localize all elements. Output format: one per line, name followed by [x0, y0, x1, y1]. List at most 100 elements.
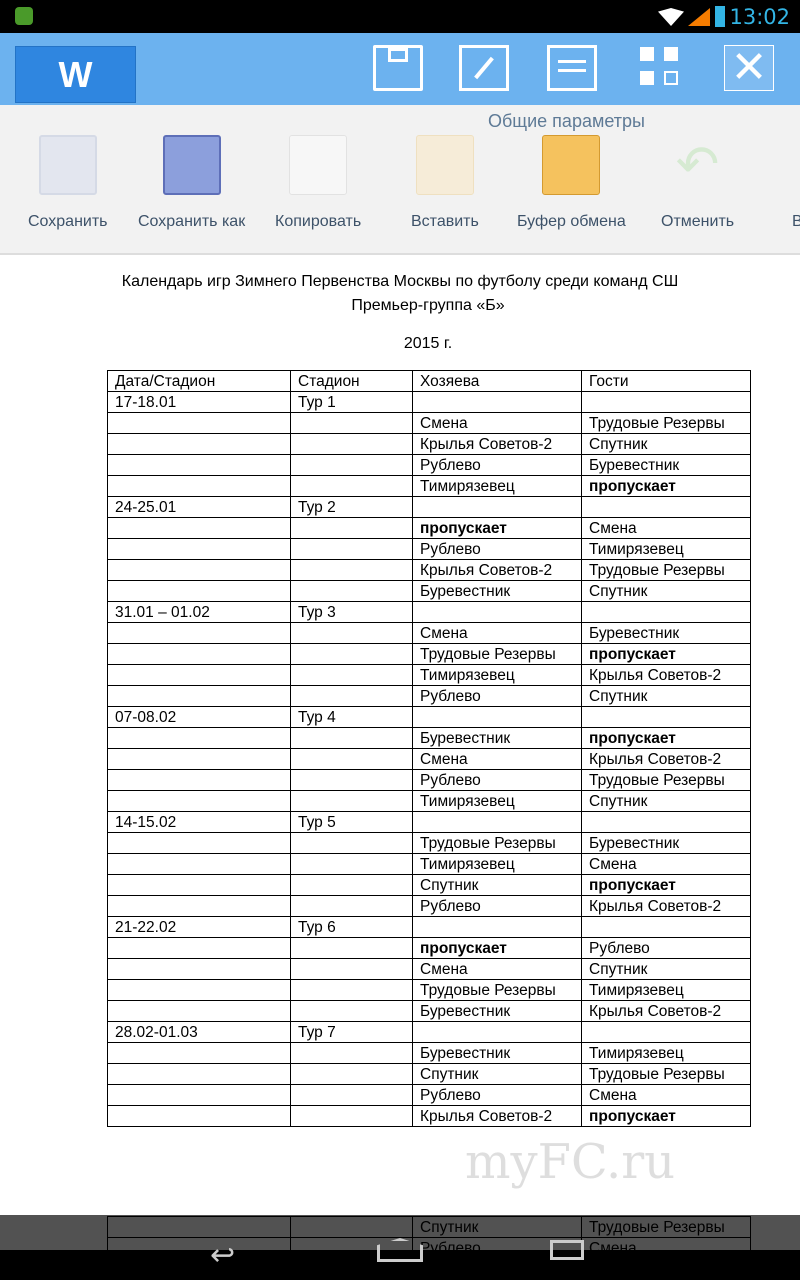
- table-cell: [290, 433, 413, 455]
- table-cell: [290, 622, 413, 644]
- battery-icon: [715, 6, 725, 27]
- table-row: 17-18.01 Тур 1: [107, 391, 751, 413]
- table-cell: Тур 7: [290, 1021, 413, 1043]
- table-cell: Смена: [581, 517, 751, 539]
- table-cell: [290, 895, 413, 917]
- table-row: Тимирязевец Смена: [107, 853, 751, 875]
- table-row: Спутник пропускает: [107, 874, 751, 896]
- clipboard-icon: [542, 135, 601, 195]
- table-cell: 07-08.02: [107, 706, 291, 728]
- table-row: 14-15.02 Тур 5: [107, 811, 751, 833]
- close-icon[interactable]: ✕: [724, 45, 774, 91]
- table-cell: [107, 1042, 291, 1064]
- table-cell: Буревестник: [412, 580, 582, 602]
- table-cell: Тимирязевец: [412, 853, 582, 875]
- table-cell: Тур 3: [290, 601, 413, 623]
- clipboard-button[interactable]: Буфер обмена: [517, 135, 626, 231]
- table-cell: Рублево: [412, 454, 582, 476]
- table-cell: Буревестник: [412, 1000, 582, 1022]
- copy-button[interactable]: Копировать: [275, 135, 361, 231]
- table-cell: [107, 958, 291, 980]
- edit-icon[interactable]: [459, 45, 509, 91]
- table-cell: [107, 433, 291, 455]
- table-cell: Гости: [581, 370, 751, 392]
- table-row: Трудовые Резервы Тимирязевец: [107, 979, 751, 1001]
- save-icon[interactable]: [373, 45, 423, 91]
- home-icon[interactable]: [377, 1238, 423, 1262]
- table-cell: [107, 475, 291, 497]
- undo-button[interactable]: ↶ Отменить: [661, 135, 734, 231]
- table-cell: [107, 412, 291, 434]
- table-cell: [290, 1084, 413, 1106]
- table-cell: пропускает: [412, 937, 582, 959]
- table-cell: [412, 496, 582, 518]
- table-cell: [290, 769, 413, 791]
- table-cell: Трудовые Резервы: [412, 832, 582, 854]
- table-cell: Трудовые Резервы: [581, 412, 751, 434]
- paste-button[interactable]: Вставить: [411, 135, 479, 231]
- table-cell: Спутник: [581, 433, 751, 455]
- more-button[interactable]: В: [792, 135, 800, 231]
- back-icon[interactable]: ↩: [210, 1239, 236, 1272]
- grid-icon[interactable]: [640, 47, 680, 89]
- app-logo-button[interactable]: W: [15, 46, 136, 103]
- table-row: пропускает Смена: [107, 517, 751, 539]
- table-row: Тимирязевец Крылья Советов-2: [107, 664, 751, 686]
- table-cell: Тур 1: [290, 391, 413, 413]
- table-cell: Тимирязевец: [412, 790, 582, 812]
- table-cell: [107, 559, 291, 581]
- table-cell: [107, 1000, 291, 1022]
- table-header-row: Дата/Стадион Стадион Хозяева Гости: [107, 370, 751, 392]
- table-cell: [290, 727, 413, 749]
- button-label: Сохранить: [28, 213, 108, 230]
- table-cell: Смена: [412, 958, 582, 980]
- undo-icon: ↶: [675, 136, 720, 194]
- table-cell: пропускает: [581, 643, 751, 665]
- table-cell: Крылья Советов-2: [412, 1105, 582, 1127]
- table-row: Тимирязевец пропускает: [107, 475, 751, 497]
- table-cell: 28.02-01.03: [107, 1021, 291, 1043]
- table-cell: [290, 580, 413, 602]
- table-cell: Крылья Советов-2: [412, 433, 582, 455]
- save-button[interactable]: Сохранить: [28, 135, 108, 231]
- list-icon[interactable]: [547, 45, 597, 91]
- table-cell: Трудовые Резервы: [581, 1063, 751, 1085]
- table-cell: [107, 769, 291, 791]
- table-cell: [107, 622, 291, 644]
- table-cell: Крылья Советов-2: [581, 748, 751, 770]
- document-title: Календарь игр Зимнего Первенства Москвы …: [121, 273, 679, 290]
- table-row: Трудовые Резервы пропускает: [107, 643, 751, 665]
- table-cell: 17-18.01: [107, 391, 291, 413]
- table-cell: 14-15.02: [107, 811, 291, 833]
- table-row: Рублево Буревестник: [107, 454, 751, 476]
- table-cell: Спутник: [581, 685, 751, 707]
- table-cell: [107, 979, 291, 1001]
- table-cell: Дата/Стадион: [107, 370, 291, 392]
- table-cell: Спутник: [581, 790, 751, 812]
- table-cell: Буревестник: [581, 832, 751, 854]
- table-cell: Трудовые Резервы: [581, 769, 751, 791]
- document-subtitle: Премьер-группа «Б»: [351, 297, 505, 314]
- table-cell: Спутник: [581, 958, 751, 980]
- table-cell: Смена: [412, 748, 582, 770]
- table-cell: [290, 475, 413, 497]
- save-as-icon: [162, 135, 221, 195]
- table-cell: Крылья Советов-2: [581, 664, 751, 686]
- table-cell: [581, 496, 751, 518]
- watermark: myFC.ru: [465, 1134, 676, 1190]
- table-cell: [290, 517, 413, 539]
- table-row: Рублево Тимирязевец: [107, 538, 751, 560]
- table-cell: Тимирязевец: [581, 538, 751, 560]
- table-cell: [107, 874, 291, 896]
- table-cell: Буревестник: [412, 1042, 582, 1064]
- table-cell: пропускает: [581, 874, 751, 896]
- table-cell: Буревестник: [581, 622, 751, 644]
- nav-bar: [0, 1250, 800, 1280]
- save-as-button[interactable]: Сохранить как: [138, 135, 245, 231]
- recent-apps-icon[interactable]: [550, 1240, 584, 1260]
- table-cell: пропускает: [581, 727, 751, 749]
- table-cell: [412, 916, 582, 938]
- table-cell: [107, 538, 291, 560]
- ribbon: Общие параметры Сохранить Сохранить как …: [0, 105, 800, 255]
